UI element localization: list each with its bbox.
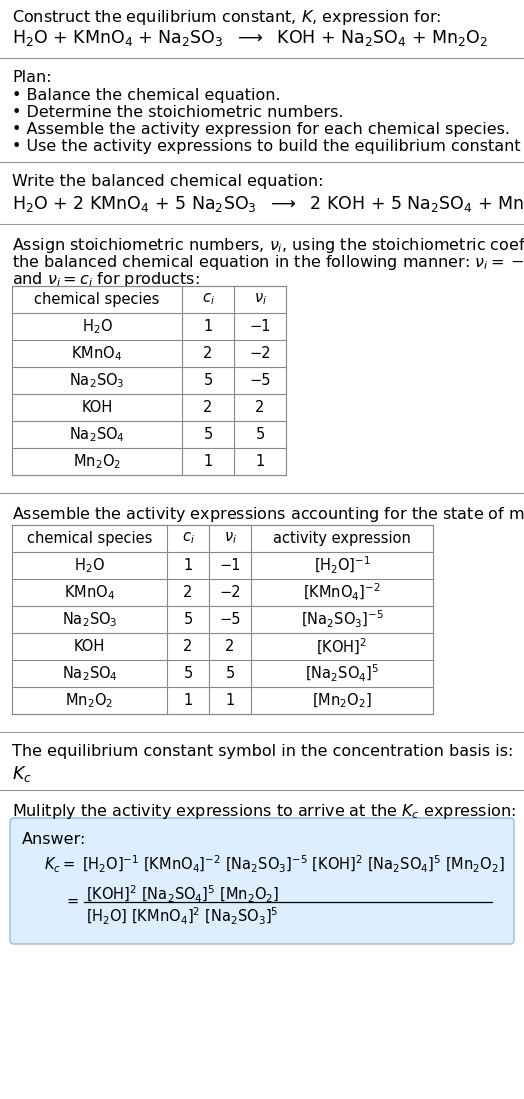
Text: KMnO$_4$: KMnO$_4$ xyxy=(64,584,115,602)
FancyBboxPatch shape xyxy=(10,818,514,944)
Text: the balanced chemical equation in the following manner: $\nu_i = -c_i$ for react: the balanced chemical equation in the fo… xyxy=(12,253,524,271)
Text: Na$_2$SO$_4$: Na$_2$SO$_4$ xyxy=(61,664,117,682)
Text: Mulitply the activity expressions to arrive at the $K_c$ expression:: Mulitply the activity expressions to arr… xyxy=(12,802,516,821)
Text: $K_c = $ [H$_2$O]$^{-1}$ [KMnO$_4$]$^{-2}$ [Na$_2$SO$_3$]$^{-5}$ [KOH]$^2$ [Na$_: $K_c = $ [H$_2$O]$^{-1}$ [KMnO$_4$]$^{-2… xyxy=(44,854,505,875)
Text: H$_2$O: H$_2$O xyxy=(74,556,105,575)
Text: Write the balanced chemical equation:: Write the balanced chemical equation: xyxy=(12,174,323,189)
Text: • Assemble the activity expression for each chemical species.: • Assemble the activity expression for e… xyxy=(12,122,510,137)
Text: • Balance the chemical equation.: • Balance the chemical equation. xyxy=(12,88,281,103)
Text: Na$_2$SO$_4$: Na$_2$SO$_4$ xyxy=(69,425,125,444)
Text: $\nu_i$: $\nu_i$ xyxy=(254,291,267,308)
Bar xyxy=(12,525,433,714)
Text: • Use the activity expressions to build the equilibrium constant expression.: • Use the activity expressions to build … xyxy=(12,138,524,154)
Text: H$_2$O + KMnO$_4$ + Na$_2$SO$_3$  $\longrightarrow$  KOH + Na$_2$SO$_4$ + Mn$_2$: H$_2$O + KMnO$_4$ + Na$_2$SO$_3$ $\longr… xyxy=(12,27,488,48)
Text: [Na$_2$SO$_4$]$^5$: [Na$_2$SO$_4$]$^5$ xyxy=(305,663,379,684)
Text: 5: 5 xyxy=(183,612,193,628)
Text: 1: 1 xyxy=(203,454,213,469)
Text: $K_c$: $K_c$ xyxy=(12,764,32,784)
Text: chemical species: chemical species xyxy=(27,531,152,546)
Text: [KOH]$^2$: [KOH]$^2$ xyxy=(316,636,367,656)
Text: [Mn$_2$O$_2$]: [Mn$_2$O$_2$] xyxy=(312,691,372,710)
Text: Na$_2$SO$_3$: Na$_2$SO$_3$ xyxy=(69,371,125,390)
Text: −1: −1 xyxy=(219,558,241,573)
Text: −5: −5 xyxy=(219,612,241,628)
Text: Assign stoichiometric numbers, $\nu_i$, using the stoichiometric coefficients, $: Assign stoichiometric numbers, $\nu_i$, … xyxy=(12,236,524,255)
Text: 2: 2 xyxy=(183,585,193,600)
Text: 2: 2 xyxy=(183,639,193,654)
Text: [H$_2$O]$^{-1}$: [H$_2$O]$^{-1}$ xyxy=(313,555,370,576)
Text: 5: 5 xyxy=(225,666,235,681)
Text: [KMnO$_4$]$^{-2}$: [KMnO$_4$]$^{-2}$ xyxy=(303,582,381,603)
Text: The equilibrium constant symbol in the concentration basis is:: The equilibrium constant symbol in the c… xyxy=(12,744,514,759)
Text: $c_i$: $c_i$ xyxy=(182,531,194,546)
Text: H$_2$O + 2 KMnO$_4$ + 5 Na$_2$SO$_3$  $\longrightarrow$  2 KOH + 5 Na$_2$SO$_4$ : H$_2$O + 2 KMnO$_4$ + 5 Na$_2$SO$_3$ $\l… xyxy=(12,195,524,214)
Text: −5: −5 xyxy=(249,373,271,388)
Text: 2: 2 xyxy=(225,639,235,654)
Text: 1: 1 xyxy=(255,454,265,469)
Text: Construct the equilibrium constant, $K$, expression for:: Construct the equilibrium constant, $K$,… xyxy=(12,8,441,27)
Text: −2: −2 xyxy=(219,585,241,600)
Text: 5: 5 xyxy=(203,428,213,442)
Text: $\nu_i$: $\nu_i$ xyxy=(224,531,236,546)
Text: Mn$_2$O$_2$: Mn$_2$O$_2$ xyxy=(73,452,121,470)
Text: 2: 2 xyxy=(203,346,213,360)
Text: 1: 1 xyxy=(203,319,213,334)
Text: 1: 1 xyxy=(183,693,193,708)
Text: [KOH]$^2$ [Na$_2$SO$_4$]$^5$ [Mn$_2$O$_2$]: [KOH]$^2$ [Na$_2$SO$_4$]$^5$ [Mn$_2$O$_2… xyxy=(86,884,279,906)
Text: • Determine the stoichiometric numbers.: • Determine the stoichiometric numbers. xyxy=(12,106,344,120)
Text: 1: 1 xyxy=(183,558,193,573)
Text: 2: 2 xyxy=(255,400,265,415)
Text: [Na$_2$SO$_3$]$^{-5}$: [Na$_2$SO$_3$]$^{-5}$ xyxy=(301,609,384,630)
Text: KOH: KOH xyxy=(81,400,113,415)
Text: $c_i$: $c_i$ xyxy=(202,291,214,308)
Text: −1: −1 xyxy=(249,319,271,334)
Text: $=$: $=$ xyxy=(64,892,80,908)
Text: chemical species: chemical species xyxy=(34,292,160,307)
Text: Mn$_2$O$_2$: Mn$_2$O$_2$ xyxy=(66,691,114,710)
Text: [H$_2$O] [KMnO$_4$]$^2$ [Na$_2$SO$_3$]$^5$: [H$_2$O] [KMnO$_4$]$^2$ [Na$_2$SO$_3$]$^… xyxy=(86,906,279,928)
Bar xyxy=(12,286,286,475)
Text: 2: 2 xyxy=(203,400,213,415)
Text: activity expression: activity expression xyxy=(273,531,411,546)
Text: −2: −2 xyxy=(249,346,271,360)
Text: 5: 5 xyxy=(183,666,193,681)
Text: H$_2$O: H$_2$O xyxy=(82,318,113,336)
Text: Plan:: Plan: xyxy=(12,70,52,85)
Text: Assemble the activity expressions accounting for the state of matter and $\nu_i$: Assemble the activity expressions accoun… xyxy=(12,506,524,524)
Text: KMnO$_4$: KMnO$_4$ xyxy=(71,344,123,363)
Text: 5: 5 xyxy=(203,373,213,388)
Text: KOH: KOH xyxy=(74,639,105,654)
Text: Na$_2$SO$_3$: Na$_2$SO$_3$ xyxy=(62,610,117,629)
Text: and $\nu_i = c_i$ for products:: and $\nu_i = c_i$ for products: xyxy=(12,270,200,289)
Text: 5: 5 xyxy=(255,428,265,442)
Text: Answer:: Answer: xyxy=(22,832,86,847)
Text: 1: 1 xyxy=(225,693,235,708)
